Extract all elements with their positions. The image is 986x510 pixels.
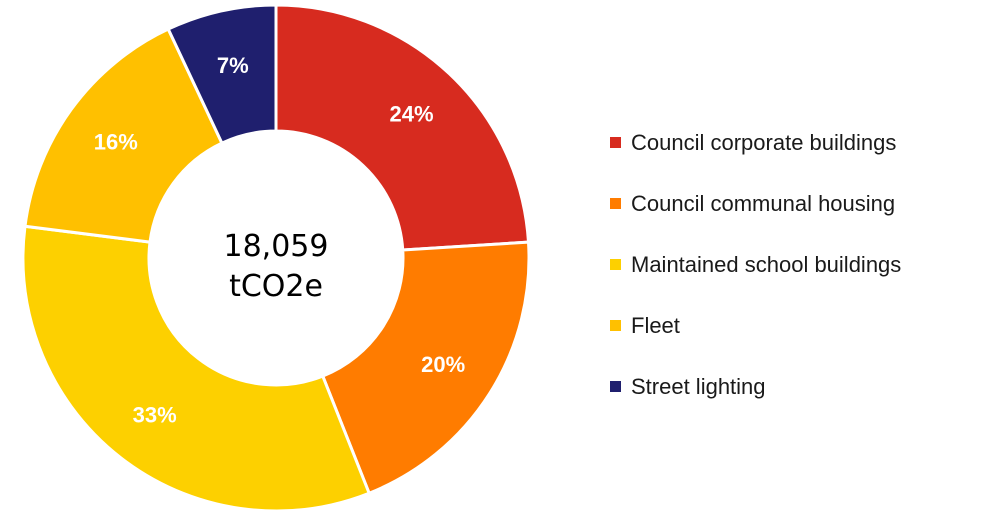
legend-item-fleet: Fleet: [610, 295, 980, 356]
legend-swatch: [610, 137, 621, 148]
slice-communal-housing: [320, 240, 531, 496]
legend-label: Council corporate buildings: [631, 129, 897, 155]
slice-school-buildings: [21, 224, 372, 510]
slice-value-label: 16%: [94, 130, 138, 155]
legend-label: Street lighting: [631, 373, 766, 399]
slice-corporate-buildings: [274, 3, 531, 252]
legend-swatch: [610, 320, 621, 331]
legend-item-communal-housing: Council communal housing: [610, 173, 980, 234]
legend-item-street-lighting: Street lighting: [610, 356, 980, 417]
legend-item-corporate-buildings: Council corporate buildings: [610, 112, 980, 173]
slice-value-label: 7%: [217, 53, 249, 78]
legend-swatch: [610, 259, 621, 270]
donut-slices: [21, 3, 531, 510]
legend-label: Council communal housing: [631, 190, 896, 216]
slice-value-label: 24%: [390, 102, 434, 127]
legend-swatch: [610, 381, 621, 392]
slice-value-label: 20%: [421, 352, 465, 377]
legend-label: Maintained school buildings: [631, 251, 902, 277]
slice-fleet: [23, 27, 224, 244]
legend-item-school-buildings: Maintained school buildings: [610, 234, 980, 295]
slice-value-label: 33%: [133, 402, 177, 427]
legend-swatch: [610, 198, 621, 209]
center-value: 18,059: [224, 229, 329, 264]
center-unit: tCO2e: [229, 269, 323, 304]
legend: Council corporate buildings Council comm…: [610, 112, 980, 417]
slice-labels: 24% 20% 33% 16% 7%: [94, 53, 465, 428]
legend-label: Fleet: [631, 312, 680, 338]
slice-street-lighting: [166, 3, 278, 146]
